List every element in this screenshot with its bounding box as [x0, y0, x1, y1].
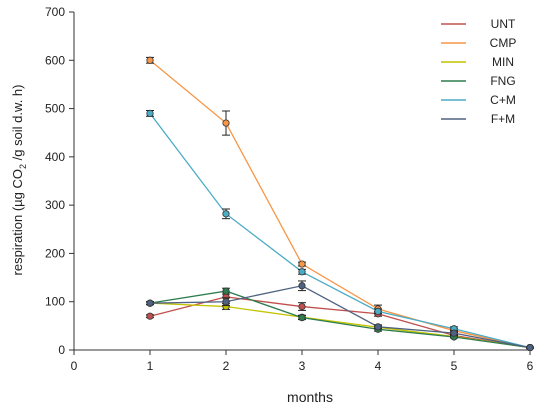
y-tick-label: 400	[45, 150, 65, 164]
legend-item: FNG	[441, 74, 516, 88]
y-tick-label: 300	[45, 198, 65, 212]
x-tick-label: 3	[299, 359, 306, 373]
series-min	[146, 299, 534, 352]
series-fng	[146, 287, 534, 352]
y-axis: 0 100 200 300 400 500 600 700	[45, 5, 75, 357]
data-point	[450, 329, 458, 337]
y-tick-label: 0	[58, 343, 65, 357]
legend-label: UNT	[491, 17, 516, 31]
data-point	[298, 260, 306, 268]
x-tick-label: 0	[71, 359, 78, 373]
series-line	[149, 296, 531, 349]
data-point	[526, 343, 534, 352]
legend-label: MIN	[492, 55, 514, 69]
y-tick-label: 500	[45, 102, 65, 116]
data-point	[222, 210, 230, 218]
x-tick-label: 1	[147, 359, 154, 373]
series-unt	[146, 291, 534, 352]
series-f-m	[146, 280, 534, 352]
series-line	[149, 290, 531, 349]
series-line	[149, 113, 531, 349]
legend-label: C+M	[490, 93, 516, 107]
x-tick-label: 5	[451, 359, 458, 373]
data-point	[298, 282, 306, 290]
data-point	[146, 312, 154, 320]
legend-label: FNG	[490, 74, 515, 88]
y-tick-label: 100	[45, 295, 65, 309]
y-tick-label: 200	[45, 246, 65, 260]
y-axis-label-subscript: 2	[18, 164, 28, 169]
series-layer	[146, 56, 534, 352]
legend: UNT CMP MIN FNG C+M F+M	[441, 17, 516, 126]
y-tick-label: 600	[45, 53, 65, 67]
data-point	[298, 268, 306, 276]
x-axis-label: months	[287, 389, 333, 405]
data-point	[146, 56, 154, 64]
data-point	[374, 307, 382, 315]
series-c-m	[146, 109, 534, 352]
x-tick-label: 4	[375, 359, 382, 373]
data-point	[146, 109, 154, 118]
series-line	[149, 59, 531, 349]
data-point	[222, 119, 230, 127]
data-point	[222, 298, 230, 306]
data-point	[374, 323, 382, 331]
legend-item: CMP	[441, 36, 516, 50]
data-point	[298, 302, 306, 311]
data-point	[222, 287, 230, 295]
legend-item: UNT	[441, 17, 516, 31]
legend-item: F+M	[441, 112, 515, 126]
data-point	[298, 314, 306, 322]
y-axis-label-tail: /g soil d.w. h)	[10, 85, 25, 164]
data-point	[146, 299, 154, 307]
x-axis: 0 1 2 3 4 5 6	[71, 349, 534, 373]
y-axis-label: respiration (µg CO2 /g soil d.w. h)	[10, 85, 28, 276]
legend-item: C+M	[441, 93, 516, 107]
legend-item: MIN	[441, 55, 514, 69]
legend-label: F+M	[491, 112, 515, 126]
x-tick-label: 6	[527, 359, 534, 373]
x-tick-label: 2	[223, 359, 230, 373]
legend-label: CMP	[490, 36, 517, 50]
y-tick-label: 700	[45, 5, 65, 19]
series-line	[149, 285, 531, 349]
y-axis-label-main: respiration (µg CO	[10, 169, 25, 275]
